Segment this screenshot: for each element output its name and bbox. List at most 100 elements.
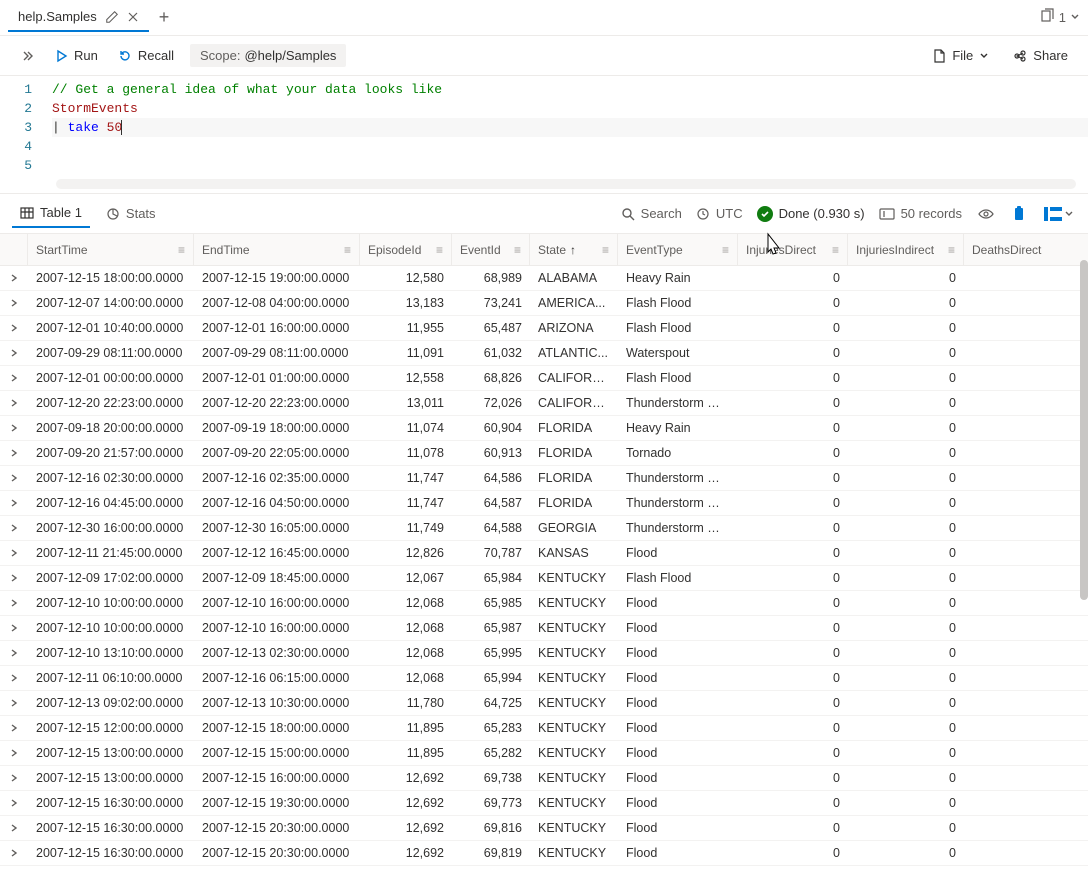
table-row[interactable]: 2007-12-15 12:00:00.00002007-12-15 18:00… xyxy=(0,716,1088,741)
table-row[interactable]: 2007-12-01 10:40:00.00002007-12-01 16:00… xyxy=(0,316,1088,341)
table-row[interactable]: 2007-12-09 17:02:00.00002007-12-09 18:45… xyxy=(0,566,1088,591)
table-row[interactable]: 2007-12-16 04:45:00.00002007-12-16 04:50… xyxy=(0,491,1088,516)
code-pipe: | xyxy=(52,120,60,135)
stats-tab[interactable]: Stats xyxy=(98,200,164,227)
table-row[interactable]: 2007-12-10 10:00:00.00002007-12-10 16:00… xyxy=(0,591,1088,616)
scope-selector[interactable]: Scope: @help/Samples xyxy=(190,44,346,67)
cell-injuriesindirect: 0 xyxy=(848,546,964,560)
expand-row-icon[interactable] xyxy=(0,273,28,283)
table-row[interactable]: 2007-09-18 20:00:00.00002007-09-19 18:00… xyxy=(0,416,1088,441)
search-icon xyxy=(621,207,635,221)
table-row[interactable]: 2007-12-20 22:23:00.00002007-12-20 22:23… xyxy=(0,391,1088,416)
expand-row-icon[interactable] xyxy=(0,448,28,458)
table-row[interactable]: 2007-12-15 16:30:00.00002007-12-15 20:30… xyxy=(0,816,1088,841)
file-button[interactable]: File xyxy=(924,44,997,67)
cell-starttime: 2007-09-29 08:11:00.0000 xyxy=(28,346,194,360)
column-starttime[interactable]: StartTime≡ xyxy=(28,234,194,265)
table-row[interactable]: 2007-09-29 08:11:00.00002007-09-29 08:11… xyxy=(0,341,1088,366)
hide-button[interactable] xyxy=(976,205,996,223)
editor-scrollbar[interactable] xyxy=(56,179,1076,189)
close-icon[interactable] xyxy=(127,11,139,23)
utc-button[interactable]: UTC xyxy=(696,206,743,221)
menu-icon[interactable]: ≡ xyxy=(178,243,185,257)
column-episodeid[interactable]: EpisodeId≡ xyxy=(360,234,452,265)
table-row[interactable]: 2007-12-13 09:02:00.00002007-12-13 10:30… xyxy=(0,691,1088,716)
recall-button[interactable]: Recall xyxy=(110,44,182,67)
expand-row-icon[interactable] xyxy=(0,623,28,633)
cell-episodeid: 12,692 xyxy=(360,821,452,835)
expand-row-icon[interactable] xyxy=(0,748,28,758)
add-tab-button[interactable]: + xyxy=(149,3,180,32)
column-eventtype[interactable]: EventType≡ xyxy=(618,234,738,265)
expand-row-icon[interactable] xyxy=(0,498,28,508)
cell-injuriesindirect: 0 xyxy=(848,646,964,660)
column-injuriesdirect[interactable]: InjuriesDirect≡ xyxy=(738,234,848,265)
expand-row-icon[interactable] xyxy=(0,848,28,858)
table-tab[interactable]: Table 1 xyxy=(12,199,90,228)
columns-button[interactable] xyxy=(1042,205,1076,223)
table-row[interactable]: 2007-12-07 14:00:00.00002007-12-08 04:00… xyxy=(0,291,1088,316)
expand-row-icon[interactable] xyxy=(0,348,28,358)
expand-button[interactable] xyxy=(12,45,42,67)
table-row[interactable]: 2007-12-10 13:10:00.00002007-12-13 02:30… xyxy=(0,641,1088,666)
copy-results-button[interactable] xyxy=(1010,204,1028,224)
table-row[interactable]: 2007-12-15 18:00:00.00002007-12-15 19:00… xyxy=(0,266,1088,291)
expand-row-icon[interactable] xyxy=(0,373,28,383)
table-row[interactable]: 2007-12-11 06:10:00.00002007-12-16 06:15… xyxy=(0,666,1088,691)
column-state[interactable]: State↑≡ xyxy=(530,234,618,265)
expand-row-icon[interactable] xyxy=(0,298,28,308)
expand-row-icon[interactable] xyxy=(0,673,28,683)
cell-state: KENTUCKY xyxy=(530,596,618,610)
expand-row-icon[interactable] xyxy=(0,698,28,708)
table-row[interactable]: 2007-12-30 16:00:00.00002007-12-30 16:05… xyxy=(0,516,1088,541)
table-row[interactable]: 2007-12-15 16:30:00.00002007-12-15 20:30… xyxy=(0,841,1088,866)
expand-row-icon[interactable] xyxy=(0,773,28,783)
expand-row-icon[interactable] xyxy=(0,798,28,808)
expand-row-icon[interactable] xyxy=(0,473,28,483)
query-editor[interactable]: 1 2 3 4 5 // Get a general idea of what … xyxy=(0,76,1088,179)
table-row[interactable]: 2007-12-01 00:00:00.00002007-12-01 01:00… xyxy=(0,366,1088,391)
column-injuriesindirect[interactable]: InjuriesIndirect≡ xyxy=(848,234,964,265)
table-row[interactable]: 2007-12-15 16:30:00.00002007-12-15 19:30… xyxy=(0,791,1088,816)
expand-row-icon[interactable] xyxy=(0,323,28,333)
menu-icon[interactable]: ≡ xyxy=(722,243,729,257)
table-row[interactable]: 2007-12-11 21:45:00.00002007-12-12 16:45… xyxy=(0,541,1088,566)
table-row[interactable]: 2007-09-20 21:57:00.00002007-09-20 22:05… xyxy=(0,441,1088,466)
share-button[interactable]: Share xyxy=(1005,44,1076,67)
menu-icon[interactable]: ≡ xyxy=(832,243,839,257)
expand-row-icon[interactable] xyxy=(0,523,28,533)
grid-body[interactable]: 2007-12-15 18:00:00.00002007-12-15 19:00… xyxy=(0,266,1088,886)
edit-icon[interactable] xyxy=(105,10,119,24)
search-button[interactable]: Search xyxy=(621,206,682,221)
expand-row-icon[interactable] xyxy=(0,723,28,733)
menu-icon[interactable]: ≡ xyxy=(514,243,521,257)
expand-row-icon[interactable] xyxy=(0,648,28,658)
expand-row-icon[interactable] xyxy=(0,398,28,408)
run-button[interactable]: Run xyxy=(46,44,106,67)
expand-row-icon[interactable] xyxy=(0,598,28,608)
menu-icon[interactable]: ≡ xyxy=(436,243,443,257)
cell-state: ATLANTIC... xyxy=(530,346,618,360)
expand-row-icon[interactable] xyxy=(0,823,28,833)
table-row[interactable]: 2007-12-15 13:00:00.00002007-12-15 15:00… xyxy=(0,741,1088,766)
query-tab[interactable]: help.Samples xyxy=(8,3,149,32)
vertical-scrollbar[interactable] xyxy=(1080,260,1088,600)
table-row[interactable]: 2007-12-10 10:00:00.00002007-12-10 16:00… xyxy=(0,616,1088,641)
code-area[interactable]: // Get a general idea of what your data … xyxy=(44,80,1088,175)
expand-row-icon[interactable] xyxy=(0,573,28,583)
column-endtime[interactable]: EndTime≡ xyxy=(194,234,360,265)
expand-row-icon[interactable] xyxy=(0,548,28,558)
column-deathsdirect[interactable]: DeathsDirect xyxy=(964,234,1044,265)
cell-state: KENTUCKY xyxy=(530,646,618,660)
table-row[interactable]: 2007-12-16 02:30:00.00002007-12-16 02:35… xyxy=(0,466,1088,491)
column-eventid[interactable]: EventId≡ xyxy=(452,234,530,265)
menu-icon[interactable]: ≡ xyxy=(948,243,955,257)
utc-label: UTC xyxy=(716,206,743,221)
cell-injuriesdirect: 0 xyxy=(738,746,848,760)
menu-icon[interactable]: ≡ xyxy=(344,243,351,257)
table-row[interactable]: 2007-12-15 13:00:00.00002007-12-15 16:00… xyxy=(0,766,1088,791)
menu-icon[interactable]: ≡ xyxy=(602,243,609,257)
table-icon xyxy=(20,206,34,220)
expand-row-icon[interactable] xyxy=(0,423,28,433)
tabs-dropdown[interactable]: 1 xyxy=(1039,8,1080,27)
